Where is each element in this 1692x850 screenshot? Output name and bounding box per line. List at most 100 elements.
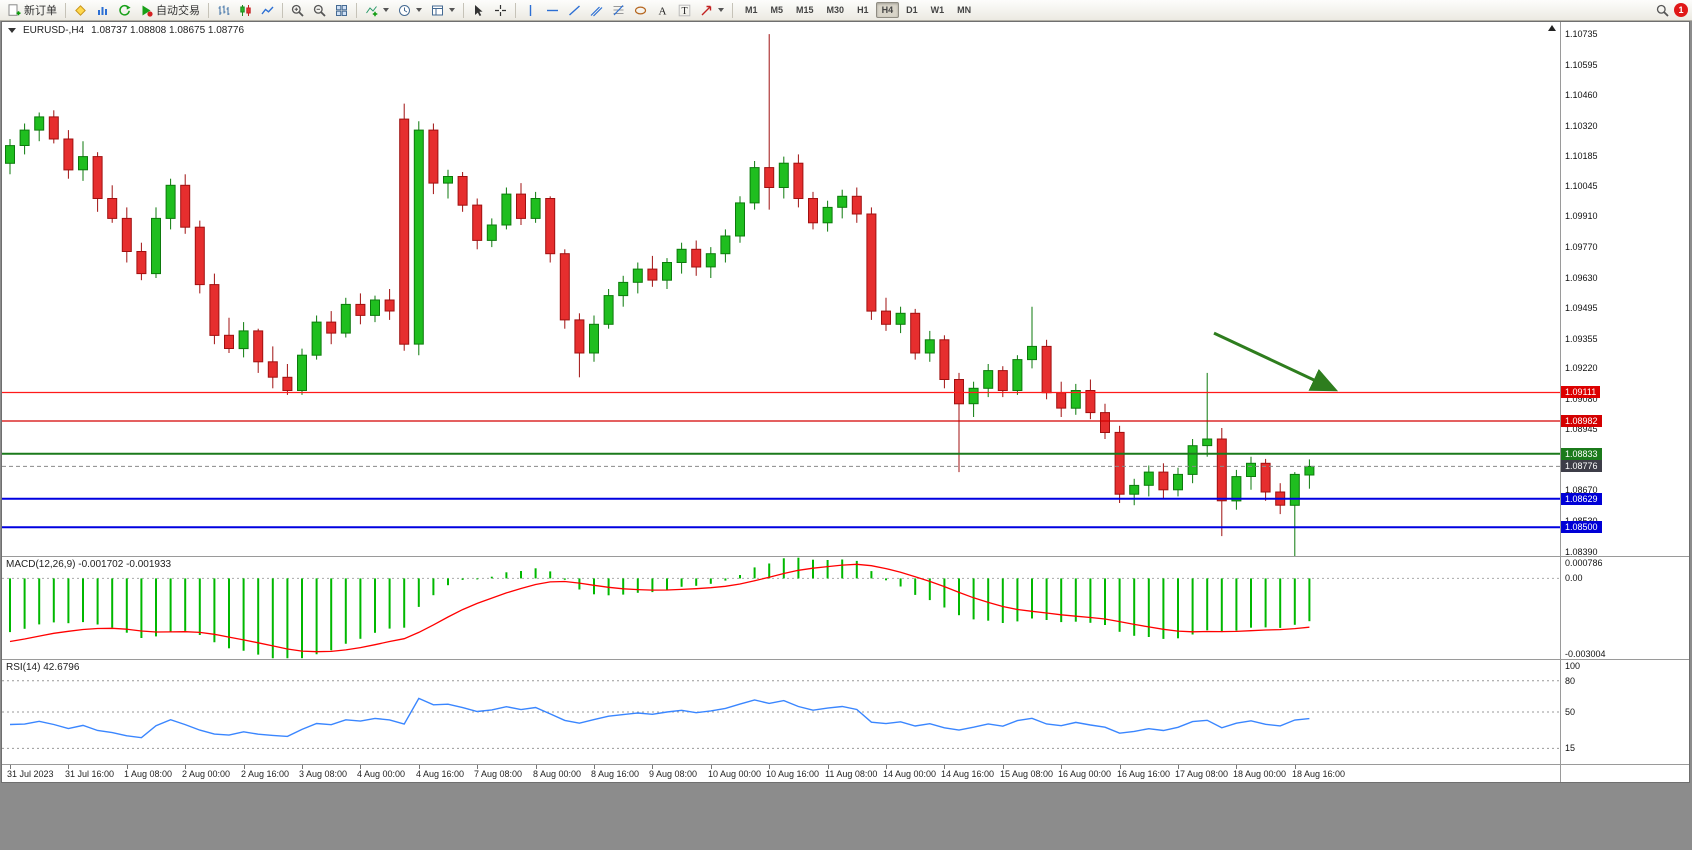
timeframe-group: M1 M5 M15 M30 H1 H4 D1 W1 MN <box>739 2 977 18</box>
time-tick <box>828 765 829 769</box>
svg-text:T: T <box>681 6 687 17</box>
time-label: 3 Aug 08:00 <box>299 769 348 779</box>
price-tick: 1.09220 <box>1565 363 1598 373</box>
search-button[interactable] <box>1652 1 1673 19</box>
zoom-out-button[interactable] <box>309 1 330 19</box>
vertical-line-button[interactable] <box>520 1 541 19</box>
time-tick <box>1178 765 1179 769</box>
timeframe-mn-button[interactable]: MN <box>957 5 972 15</box>
zoom-in-button[interactable] <box>287 1 308 19</box>
ellipse-button[interactable] <box>630 1 651 19</box>
timeframe-h1-button[interactable]: H1 <box>857 5 869 15</box>
timeframe-m30-button[interactable]: M30 <box>826 5 845 15</box>
macd-pane[interactable] <box>2 557 1561 659</box>
line-chart-icon <box>261 4 274 17</box>
time-tick <box>886 765 887 769</box>
price-tick: 1.09355 <box>1565 334 1598 344</box>
period-button[interactable] <box>394 1 426 19</box>
price-tick: 1.10460 <box>1565 90 1598 100</box>
bar-chart-button[interactable] <box>213 1 234 19</box>
zoom-in-icon <box>291 4 304 17</box>
time-label: 7 Aug 08:00 <box>474 769 523 779</box>
time-label: 1 Aug 08:00 <box>124 769 173 779</box>
rsi-axis-tick: 50 <box>1565 707 1576 717</box>
tile-windows-icon <box>335 4 348 17</box>
time-tick <box>1120 765 1121 769</box>
trendline-button[interactable] <box>564 1 585 19</box>
refresh-button[interactable] <box>114 1 135 19</box>
time-axis[interactable]: 31 Jul 2023 31 Jul 16:00 1 Aug 08:00 2 Aug … <box>2 765 1561 782</box>
main-toolbar: 新订单 自动交易 <box>0 0 1692 21</box>
timeframe-m5-button[interactable]: M5 <box>770 5 784 15</box>
tile-windows-button[interactable] <box>331 1 352 19</box>
dropdown-caret <box>416 8 422 12</box>
cursor-button[interactable] <box>468 1 489 19</box>
time-tick <box>185 765 186 769</box>
time-label: 2 Aug 00:00 <box>182 769 231 779</box>
dropdown-caret <box>449 8 455 12</box>
new-order-button[interactable]: 新订单 <box>4 1 61 19</box>
chart-menu-icon[interactable] <box>8 28 16 33</box>
time-label: 8 Aug 16:00 <box>591 769 640 779</box>
price-tick: 1.08670 <box>1565 485 1598 495</box>
templates-button[interactable] <box>427 1 459 19</box>
pane-separator[interactable] <box>2 659 1689 660</box>
time-tick <box>244 765 245 769</box>
text-label-button[interactable]: T <box>674 1 695 19</box>
price-tick: 1.09495 <box>1565 303 1598 313</box>
arrows-button[interactable] <box>696 1 728 19</box>
time-tick <box>68 765 69 769</box>
fibonacci-button[interactable] <box>608 1 629 19</box>
autotrading-button[interactable]: 自动交易 <box>136 1 204 19</box>
price-tick: 1.10320 <box>1565 121 1598 131</box>
time-tick <box>419 765 420 769</box>
time-tick <box>536 765 537 769</box>
dropdown-caret <box>718 8 724 12</box>
candlestick-chart-button[interactable] <box>235 1 256 19</box>
bid-price-label: 1.08776 <box>1561 460 1602 472</box>
toolbar-separator <box>356 2 357 18</box>
workspace: EURUSD-,H4 1.08737 1.08808 1.08675 1.087… <box>0 21 1692 850</box>
notification-badge[interactable]: 1 <box>1674 3 1688 17</box>
market-watch-icon <box>96 4 109 17</box>
rsi-indicator-label: RSI(14) 42.6796 <box>6 662 80 673</box>
templates-icon <box>431 4 444 17</box>
time-tick <box>594 765 595 769</box>
price-tick: 1.10595 <box>1565 60 1598 70</box>
auto-scroll-marker[interactable] <box>1548 25 1556 31</box>
indicators-button[interactable] <box>361 1 393 19</box>
price-axis[interactable]: 1.10735 1.10595 1.10460 1.10320 1.10185 1.100… <box>1561 22 1689 782</box>
search-icon <box>1656 4 1669 17</box>
main-chart-pane[interactable] <box>2 22 1561 556</box>
timeframe-h4-button[interactable]: H4 <box>875 2 900 18</box>
timeframe-d1-button[interactable]: D1 <box>906 5 918 15</box>
horizontal-line-button[interactable] <box>542 1 563 19</box>
trendline-icon <box>568 4 581 17</box>
price-tick: 1.08945 <box>1565 424 1598 434</box>
toolbar-separator <box>463 2 464 18</box>
price-tick: 1.09910 <box>1565 211 1598 221</box>
autotrading-label: 自动交易 <box>156 5 200 17</box>
time-label: 11 Aug 08:00 <box>825 769 878 779</box>
channel-button[interactable] <box>586 1 607 19</box>
timeframe-m1-button[interactable]: M1 <box>745 5 758 15</box>
time-label: 2 Aug 16:00 <box>241 769 290 779</box>
text-button[interactable]: A <box>652 1 673 19</box>
timeframe-m15-button[interactable]: M15 <box>796 5 814 15</box>
hline-price-label: 1.09111 <box>1561 386 1601 398</box>
autotrading-icon <box>140 4 153 17</box>
crosshair-button[interactable] <box>490 1 511 19</box>
fibonacci-icon <box>612 4 625 17</box>
market-watch-button[interactable] <box>92 1 113 19</box>
timeframe-w1-button[interactable]: W1 <box>930 5 945 15</box>
metaeditor-button[interactable] <box>70 1 91 19</box>
time-label: 4 Aug 16:00 <box>416 769 465 779</box>
channel-icon <box>590 4 603 17</box>
pane-separator[interactable] <box>2 556 1689 557</box>
metaeditor-icon <box>74 4 87 17</box>
price-tick: 1.08390 <box>1565 547 1598 557</box>
time-tick <box>10 765 11 769</box>
line-chart-button[interactable] <box>257 1 278 19</box>
horizontal-line-icon <box>546 4 559 17</box>
rsi-pane[interactable] <box>2 660 1561 764</box>
